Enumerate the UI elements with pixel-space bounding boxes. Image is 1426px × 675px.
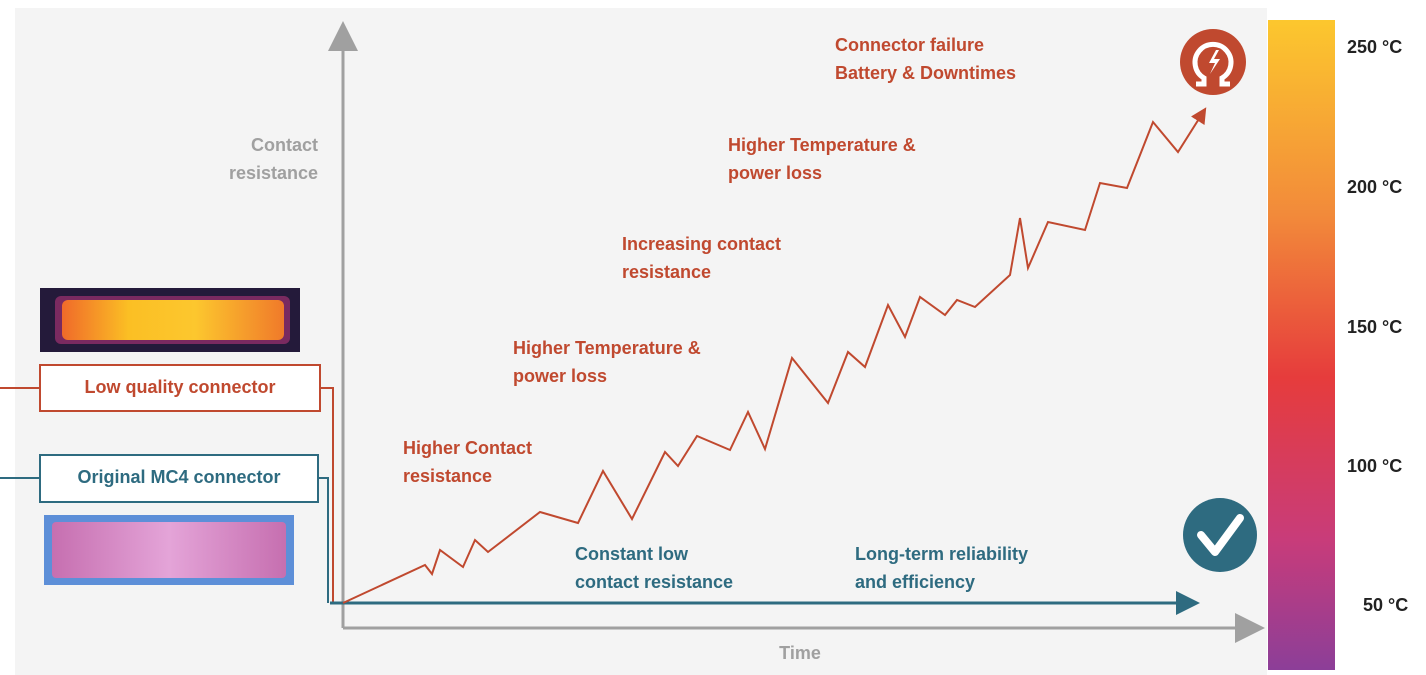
scale-label: 200 °C <box>1347 177 1402 197</box>
failure-icon <box>1180 29 1246 95</box>
annotation: Increasing contact <box>622 234 781 254</box>
thermal-image-hot <box>40 288 300 352</box>
connector-label: Original MC4 connector <box>77 467 280 487</box>
axis-label: Time <box>779 643 821 663</box>
success-icon <box>1183 498 1257 572</box>
scale-label: 250 °C <box>1347 37 1402 57</box>
annotation: Long-term reliability <box>855 544 1028 564</box>
annotation: Constant low <box>575 544 689 564</box>
scale-label: 150 °C <box>1347 317 1402 337</box>
annotation: power loss <box>728 163 822 183</box>
annotation: and efficiency <box>855 572 975 592</box>
annotation: Connector failure <box>835 35 984 55</box>
color-scale-bar <box>1268 20 1335 670</box>
annotation: resistance <box>403 466 492 486</box>
annotation: Higher Temperature & <box>728 135 916 155</box>
annotation: power loss <box>513 366 607 386</box>
thermal-image-cool <box>44 515 294 585</box>
scale-label: 50 °C <box>1363 595 1408 615</box>
annotation: Higher Contact <box>403 438 532 458</box>
axis-label: resistance <box>229 163 318 183</box>
annotation: Battery & Downtimes <box>835 63 1016 83</box>
scale-label: 100 °C <box>1347 456 1402 476</box>
annotation: resistance <box>622 262 711 282</box>
axis-label: Contact <box>251 135 318 155</box>
annotation: Higher Temperature & <box>513 338 701 358</box>
diagram: Contact resistance Time Low quality conn… <box>0 0 1426 675</box>
connector-label: Low quality connector <box>84 377 275 397</box>
annotation: contact resistance <box>575 572 733 592</box>
